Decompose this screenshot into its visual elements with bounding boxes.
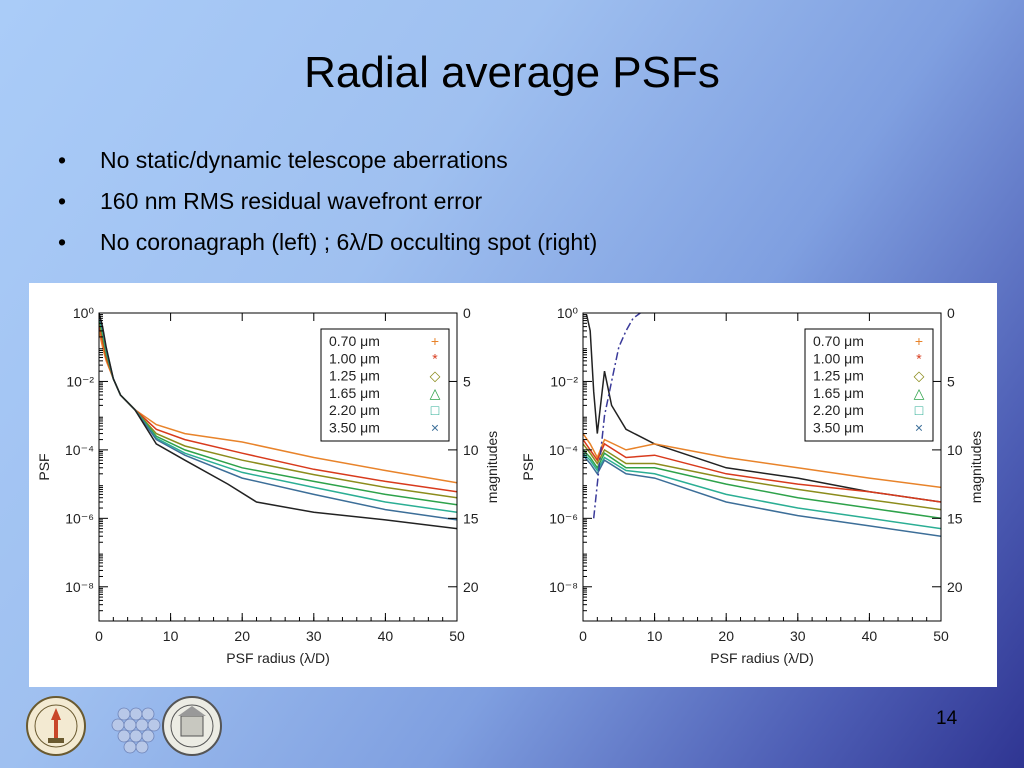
series-line (583, 452, 941, 530)
x-axis-label: PSF radius (λ/D) (226, 650, 329, 666)
y2-tick-label: 15 (463, 510, 479, 526)
y-tick-label: 10⁻⁶ (549, 510, 578, 526)
psf-chart-occulting-spot: 0 10 20 30 40 50 10⁰ 10⁻² 10⁻⁴ 10⁻⁶ 10⁻⁸ 0 5 10 15 20 PS… (520, 305, 984, 666)
x-axis-label: PSF radius (λ/D) (710, 650, 813, 666)
series-group (583, 313, 941, 537)
y2-tick-label: 5 (463, 373, 471, 389)
bullet-list: No static/dynamic telescope aberrations … (58, 140, 597, 263)
legend-label: 2.20 μm (813, 402, 864, 418)
legend-symbol: □ (431, 402, 440, 418)
series-line (583, 454, 941, 537)
y2-tick-label: 10 (463, 442, 479, 458)
page-number: 14 (936, 708, 958, 729)
psf-chart-no-coronagraph: 0 10 20 30 40 50 10⁰ 10⁻² 10⁻⁴ 10⁻⁶ 10⁻⁸ 0 5 10 15 20 PS… (36, 305, 500, 666)
series-line (583, 433, 941, 489)
y-tick-label: 10⁻⁸ (65, 579, 94, 595)
y-tick-label: 10⁻⁸ (549, 579, 578, 595)
legend-box (320, 328, 450, 442)
legend-symbol: △ (430, 385, 441, 401)
legend-label: 1.00 μm (813, 350, 864, 366)
x-tick-label: 20 (234, 628, 250, 644)
x-tick-label: 50 (449, 628, 465, 644)
y2-tick-label: 5 (947, 373, 955, 389)
series-line (99, 313, 457, 530)
y-tick-label: 10⁻² (66, 373, 94, 389)
legend-label: 1.65 μm (329, 385, 380, 401)
y2-tick-label: 10 (947, 442, 963, 458)
x-tick-label: 10 (163, 628, 179, 644)
bullet-item: No coronagraph (left) ; 6λ/D occulting s… (58, 222, 597, 263)
y-axis-label: PSF (36, 453, 52, 480)
plot-frame (98, 312, 458, 622)
y2-tick-label: 15 (947, 510, 963, 526)
legend-label: 2.20 μm (329, 402, 380, 418)
legend-symbol: × (915, 420, 923, 436)
y-tick-label: 10⁻⁴ (549, 442, 578, 458)
series-line (583, 443, 941, 511)
x-tick-label: 30 (790, 628, 806, 644)
slide-title: Radial average PSFs (304, 48, 720, 97)
series-line (592, 313, 641, 519)
legend-symbol: △ (914, 385, 925, 401)
caltech-seal-icon (26, 696, 86, 756)
legend-label: 1.25 μm (329, 368, 380, 384)
y-axis-label: PSF (520, 453, 536, 480)
y-tick-label: 10⁰ (557, 305, 579, 321)
y2-tick-label: 20 (463, 579, 479, 595)
legend-symbol: □ (915, 402, 924, 418)
series-group (99, 313, 457, 530)
legend-symbol: ◇ (914, 368, 925, 384)
bullet-item: No static/dynamic telescope aberrations (58, 140, 597, 181)
x-tick-label: 0 (95, 628, 103, 644)
y-tick-label: 10⁻² (550, 373, 578, 389)
y-tick-label: 10⁻⁶ (65, 510, 94, 526)
x-tick-label: 0 (579, 628, 587, 644)
legend-symbol: × (431, 420, 439, 436)
legend-label: 1.65 μm (813, 385, 864, 401)
university-of-california-seal-icon (162, 696, 222, 756)
y2-tick-label: 0 (947, 305, 955, 321)
chart-panel: 0 10 20 30 40 50 10⁰ 10⁻² 10⁻⁴ 10⁻⁶ 10⁻⁸ 0 5 10 15 20 PS… (29, 283, 997, 687)
legend-label: 1.00 μm (329, 350, 380, 366)
series-line (585, 314, 941, 503)
x-tick-label: 30 (306, 628, 322, 644)
series-line (583, 439, 941, 503)
telescope-mirror-segments-icon (111, 707, 161, 754)
bullet-item: 160 nm RMS residual wavefront error (58, 181, 597, 222)
x-tick-label: 40 (862, 628, 878, 644)
legend-label: 1.25 μm (813, 368, 864, 384)
x-tick-label: 50 (933, 628, 949, 644)
legend-symbol: ◇ (430, 368, 441, 384)
series-line (99, 330, 457, 484)
y2-tick-label: 0 (463, 305, 471, 321)
y-tick-label: 10⁻⁴ (65, 442, 94, 458)
legend-symbol: + (431, 333, 439, 349)
y2-axis-label: magnitudes (484, 431, 500, 503)
x-tick-label: 20 (718, 628, 734, 644)
legend-symbol: * (432, 350, 438, 366)
x-tick-label: 10 (647, 628, 663, 644)
y2-tick-label: 20 (947, 579, 963, 595)
institution-logos (26, 696, 222, 756)
legend-label: 0.70 μm (329, 333, 380, 349)
legend-label: 3.50 μm (813, 420, 864, 436)
legend-label: 0.70 μm (813, 333, 864, 349)
legend-symbol: * (916, 350, 922, 366)
series-line (583, 449, 941, 520)
y-tick-label: 10⁰ (73, 305, 95, 321)
plot-frame (582, 312, 942, 622)
legend-symbol: + (915, 333, 923, 349)
x-tick-label: 40 (378, 628, 394, 644)
legend-label: 3.50 μm (329, 420, 380, 436)
y2-axis-label: magnitudes (968, 431, 984, 503)
legend-box (804, 328, 934, 442)
